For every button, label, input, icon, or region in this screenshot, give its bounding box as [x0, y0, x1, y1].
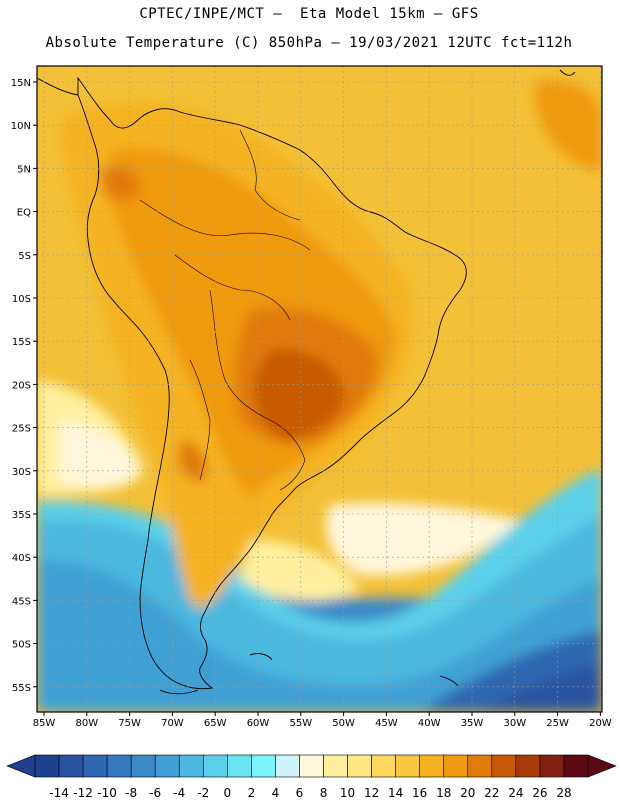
lon-label: 80W [75, 718, 98, 729]
colorbar-label: 28 [556, 786, 571, 800]
colorbar-label: 20 [460, 786, 475, 800]
lon-label: 85W [33, 718, 56, 729]
colorbar-label: 2 [248, 786, 256, 800]
lat-label: 50S [12, 640, 31, 651]
colorbar-box [491, 754, 517, 778]
lat-label: 35S [12, 510, 31, 521]
colorbar-label: 8 [320, 786, 328, 800]
lon-label: 70W [161, 718, 184, 729]
colorbar-label: -14 [49, 786, 69, 800]
colorbar-labels: -14 -12 -10 -8 -6 -4 -2 0 2 4 6 8 10 12 14 16 18 20 22 24 26… [49, 786, 571, 800]
country-borders [139, 129, 311, 491]
title-line-2: Absolute Temperature (C) 850hPa – 19/03/… [45, 35, 573, 51]
colorbar-label: -2 [197, 786, 209, 800]
lat-label: 25S [12, 424, 31, 435]
lat-label: 10S [12, 294, 31, 305]
colorbar-box [275, 754, 300, 778]
colorbar-label: 22 [484, 786, 499, 800]
lon-label: 45W [375, 718, 398, 729]
lon-label: 20W [589, 718, 612, 729]
colorbar-box [563, 754, 589, 778]
colorbar-label: 0 [224, 786, 232, 800]
colorbar-box [82, 754, 108, 778]
lat-label: 45S [12, 596, 31, 607]
colorbar-label: 4 [272, 786, 280, 800]
colorbar-box [203, 754, 228, 778]
colorbar-label: 18 [436, 786, 451, 800]
colorbar-box [106, 754, 132, 778]
colorbar-label: 10 [340, 786, 355, 800]
lat-label: 40S [12, 553, 31, 564]
lon-label: 50W [332, 718, 355, 729]
colorbar-box [371, 754, 396, 778]
lon-label: 25W [546, 718, 569, 729]
colorbar-box [515, 754, 541, 778]
map-frame [36, 65, 603, 713]
lon-label: 40W [418, 718, 441, 729]
colorbar-box [443, 754, 469, 778]
colorbar-box [34, 754, 60, 778]
lat-label: 20S [12, 380, 31, 391]
coastlines [37, 69, 576, 695]
colorbar-label: 6 [296, 786, 304, 800]
colorbar-box [347, 754, 372, 778]
longitude-labels: 85W 80W 75W 70W 65W 60W 55W 50W 45W 40W 35W 30W 25W 2… [33, 712, 612, 729]
colorbar-box [467, 754, 493, 778]
falklands [249, 653, 273, 661]
south-america-outline [77, 76, 467, 690]
colorbar-arrow-left [6, 754, 36, 778]
colorbar-box [419, 754, 445, 778]
colorbar-box [154, 754, 180, 778]
colorbar-box [227, 754, 252, 778]
title-line-1: CPTEC/INPE/MCT – Eta Model 15km – GFS [139, 6, 479, 22]
central-america-coast [37, 77, 79, 96]
colorbar-label: -10 [97, 786, 117, 800]
graticule [37, 66, 602, 712]
colorbar-label: -4 [173, 786, 185, 800]
colorbar-box [299, 754, 324, 778]
latitude-labels: 15N 10N 5N EQ 5S 10S 15S 20S 25S 30S 35S 40S 45S 50S 5… [11, 78, 37, 694]
colorbar [6, 754, 617, 778]
lat-label: 30S [12, 467, 31, 478]
lon-label: 35W [461, 718, 484, 729]
lat-label: 55S [12, 683, 31, 694]
colorbar-label: 16 [412, 786, 427, 800]
lon-label: 30W [503, 718, 526, 729]
lat-label: EQ [17, 208, 31, 219]
lat-label: 15N [11, 78, 31, 89]
colorbar-box [58, 754, 84, 778]
colorbar-box [539, 754, 565, 778]
colorbar-label: 26 [532, 786, 547, 800]
colorbar-label: 12 [364, 786, 379, 800]
lat-label: 5N [17, 164, 31, 175]
colorbar-arrow-right [587, 754, 617, 778]
colorbar-label: -8 [125, 786, 137, 800]
colorbar-label: 24 [508, 786, 523, 800]
lon-label: 55W [289, 718, 312, 729]
lon-label: 75W [118, 718, 141, 729]
colorbar-box [130, 754, 156, 778]
colorbar-box [178, 754, 204, 778]
colorbar-box [395, 754, 420, 778]
colorbar-label: 14 [388, 786, 403, 800]
lon-label: 65W [204, 718, 227, 729]
colorbar-box [251, 754, 276, 778]
lat-label: 5S [18, 251, 31, 262]
lon-label: 60W [247, 718, 270, 729]
colorbar-label: -6 [149, 786, 161, 800]
colorbar-label: -12 [73, 786, 93, 800]
lat-label: 10N [11, 121, 31, 132]
lat-label: 15S [12, 337, 31, 348]
tierra-del-fuego [159, 689, 199, 695]
map-area [37, 66, 602, 712]
colorbar-box [323, 754, 348, 778]
temperature-field [37, 80, 602, 712]
